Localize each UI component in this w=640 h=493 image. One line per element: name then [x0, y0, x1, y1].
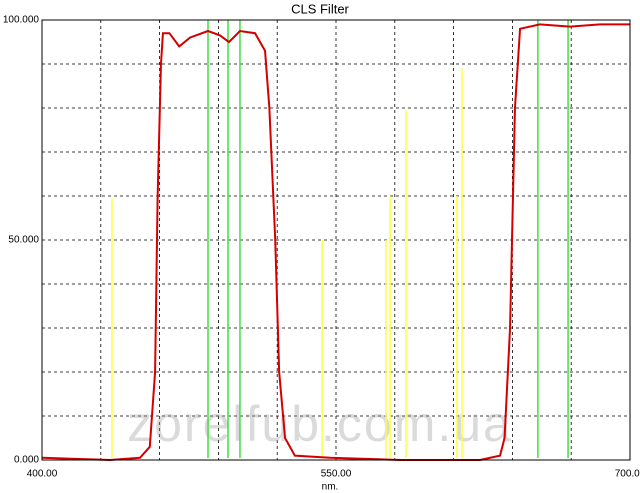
x-tick-label: 700.00	[615, 469, 640, 480]
x-tick-label: 400.00	[27, 469, 58, 480]
y-tick-label: 0.000	[14, 455, 39, 466]
series-line	[41, 23, 630, 462]
chart-title: CLS Filter	[291, 1, 349, 16]
x-axis-label: nm.	[322, 482, 339, 493]
y-tick-label: 50.000	[8, 235, 39, 246]
watermark: zorelfub.com.ua	[127, 396, 513, 452]
x-tick-label: 550.00	[321, 469, 352, 480]
plot-frame	[41, 19, 631, 461]
y-tick-label: 100.000	[3, 15, 40, 26]
